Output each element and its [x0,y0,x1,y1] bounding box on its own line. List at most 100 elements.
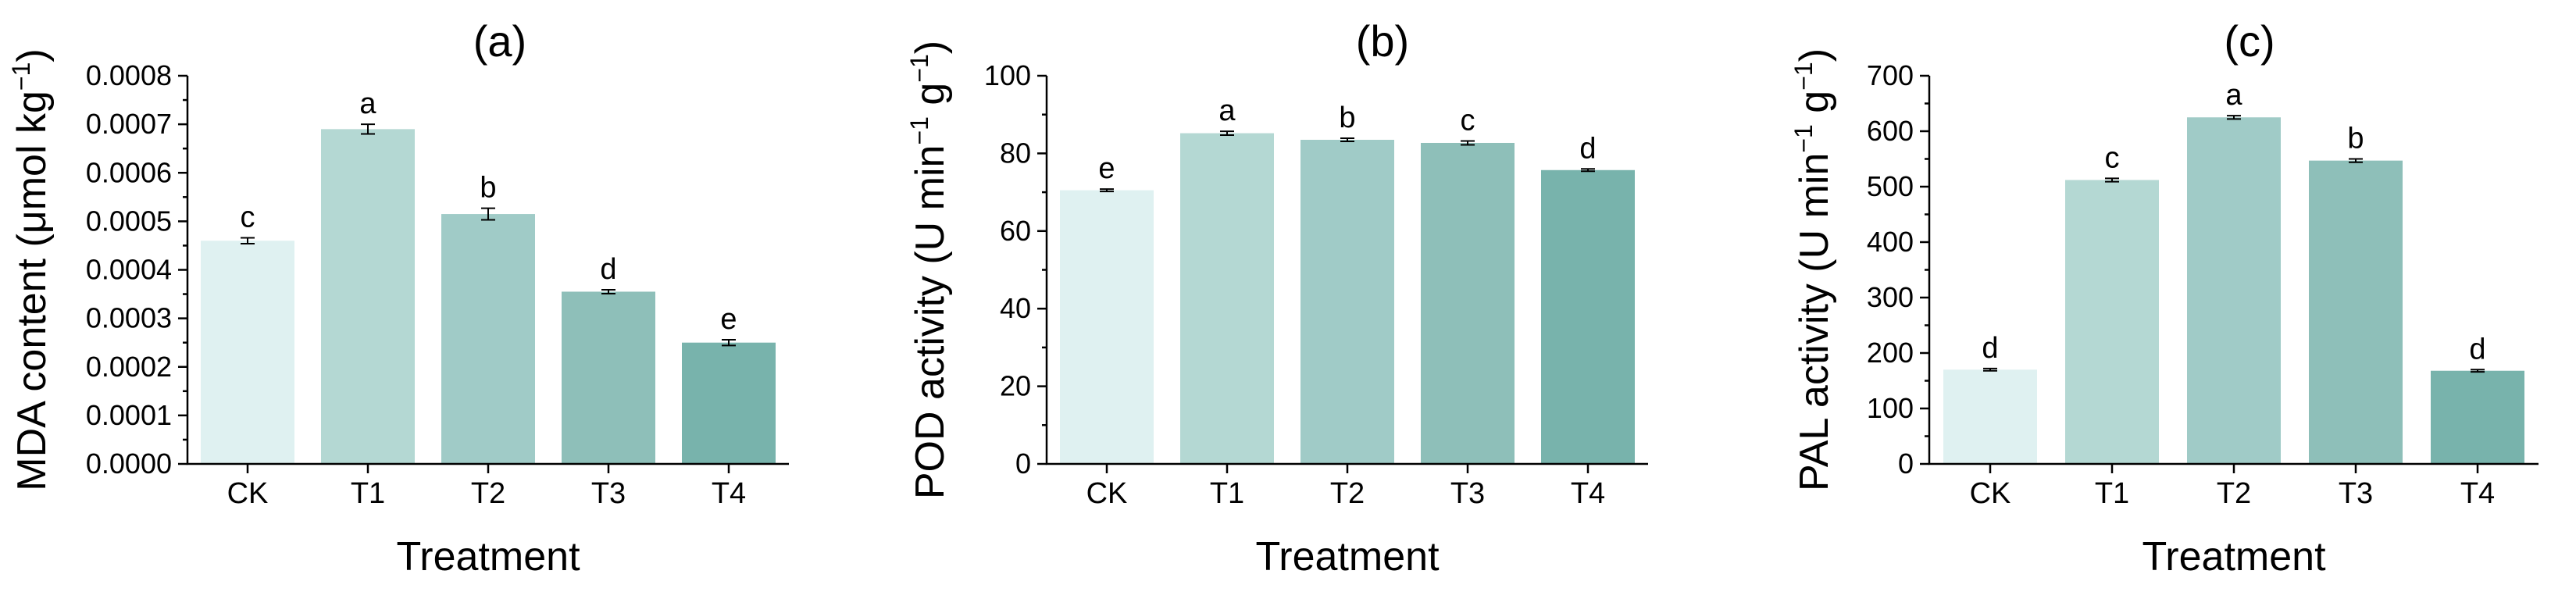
bar-a-t3 [562,291,655,464]
bar-a-t1 [321,129,415,464]
x-tick-label-c-ck: CK [1970,477,2011,510]
axes-c [1928,76,2539,465]
bar-c-t2 [2187,117,2281,464]
y-axis-title-main: PAL activity (U min [1792,153,1837,491]
y-axis-title-suffix: ) [908,41,953,54]
y-axis-title-sup2: −1 [1789,62,1818,90]
axes-a [186,76,789,465]
significance-letter-c-ck: d [1982,332,1998,365]
x-tick-label-a-ck: CK [227,477,269,510]
x-tick-label-b-t1: T1 [1210,477,1244,510]
error-bar-a-t1 [361,123,375,135]
axes-b [1045,76,1648,465]
y-tick-label-b-1: 20 [1000,370,1031,402]
bar-b-t3 [1421,142,1515,464]
significance-letter-a-t2: b [480,172,496,205]
y-tick-label-c-4: 400 [1867,226,1914,258]
panel-title-c: (c) [2224,16,2275,66]
x-axis-title-c: Treatment [2142,534,2326,580]
y-tick-label-b-2: 40 [1000,292,1031,324]
y-tick-label-b-5: 100 [984,59,1031,91]
error-bar-c-t4 [2471,369,2485,373]
y-tick-label-a-2: 0.0002 [86,351,172,383]
error-bar-a-t4 [722,338,736,347]
error-bar-b-ck [1100,188,1114,193]
error-bar-a-t2 [481,207,495,221]
bar-a-ck [201,241,294,464]
y-tick-label-a-0: 0.0000 [86,448,172,480]
significance-letter-b-t2: b [1339,102,1355,134]
x-tick-label-c-t1: T1 [2095,477,2129,510]
x-tick-label-b-t2: T2 [1330,477,1365,510]
y-axis-title-suffix: ) [1792,48,1837,62]
y-tick-label-a-4: 0.0004 [86,254,172,286]
significance-letter-a-t4: e [720,303,737,336]
x-tick-label-c-t3: T3 [2339,477,2373,510]
significance-letter-b-ck: e [1098,152,1115,185]
significance-letter-b-t3: c [1461,104,1475,137]
error-bar-a-ck [241,237,255,244]
y-tick-label-c-3: 300 [1867,281,1914,313]
significance-letter-a-t1: a [359,87,376,120]
bar-b-t4 [1541,169,1635,464]
bar-a-t4 [682,342,776,464]
x-tick-label-b-t4: T4 [1571,477,1605,510]
error-bar-c-t2 [2227,115,2241,120]
y-tick-label-c-2: 200 [1867,337,1914,369]
y-axis-title-mid: g [908,83,953,116]
bar-c-t3 [2309,160,2403,464]
y-axis-title-sup: −1 [7,62,35,91]
bar-c-ck [1943,369,2037,464]
significance-letter-a-ck: c [241,201,255,234]
bar-c-t4 [2431,370,2524,464]
x-tick-label-a-t3: T3 [591,477,626,510]
significance-letter-b-t4: d [1579,132,1596,165]
bar-c-t1 [2065,180,2159,465]
y-axis-title-b: POD activity (U min−1 g−1) [905,41,953,499]
error-bar-c-t1 [2105,177,2119,183]
y-axis-title-sup: −1 [1789,124,1818,152]
y-axis-title-suffix: ) [9,48,55,62]
panel-title-b: (b) [1356,16,1409,66]
y-tick-label-a-6: 0.0006 [86,156,172,188]
error-bar-c-t3 [2349,158,2363,163]
significance-letter-c-t4: d [2469,333,2485,366]
error-bar-b-t2 [1340,137,1354,142]
x-tick-label-b-t3: T3 [1450,477,1485,510]
bar-b-t1 [1180,133,1274,464]
y-tick-label-c-1: 100 [1867,392,1914,424]
significance-letter-b-t1: a [1218,95,1236,127]
y-axis-title-sup: −1 [905,116,933,144]
chart-panel-a: (a) c CK a T1 b T2 d T3 e T4 0.0000 0.0001 0.0002 0.00… [7,16,789,580]
significance-letter-c-t1: c [2105,141,2120,174]
x-tick-label-c-t2: T2 [2217,477,2251,510]
error-bar-b-t1 [1220,130,1234,137]
y-axis-title-c: PAL activity (U min−1 g−1) [1789,48,1837,491]
x-tick-label-a-t4: T4 [712,477,746,510]
x-axis-title-b: Treatment [1255,534,1440,580]
significance-letter-a-t3: d [600,253,616,286]
y-axis-title-main: POD activity (U min [908,145,953,500]
x-axis-title-a: Treatment [396,534,580,580]
x-tick-label-a-t2: T2 [471,477,505,510]
significance-letter-c-t2: a [2225,79,2242,112]
y-axis-title-mid: g [1792,91,1837,124]
x-tick-label-a-t1: T1 [351,477,385,510]
error-bar-b-t4 [1581,168,1595,173]
y-axis-title-sup2: −1 [905,54,933,82]
bar-b-t2 [1300,140,1394,464]
y-axis-title-main: MDA content (μmol kg [9,91,55,491]
y-tick-label-b-0: 0 [1015,448,1031,480]
x-tick-label-b-ck: CK [1086,477,1128,510]
bar-a-t2 [441,214,535,464]
error-bar-a-t3 [601,288,615,294]
y-tick-label-a-3: 0.0003 [86,302,172,334]
y-tick-label-c-5: 500 [1867,170,1914,202]
y-tick-label-a-5: 0.0005 [86,205,172,237]
y-tick-label-a-7: 0.0007 [86,108,172,140]
y-tick-label-b-3: 60 [1000,215,1031,247]
y-tick-label-c-6: 600 [1867,115,1914,147]
x-tick-label-c-t4: T4 [2460,477,2495,510]
significance-letter-c-t3: b [2347,123,2364,155]
